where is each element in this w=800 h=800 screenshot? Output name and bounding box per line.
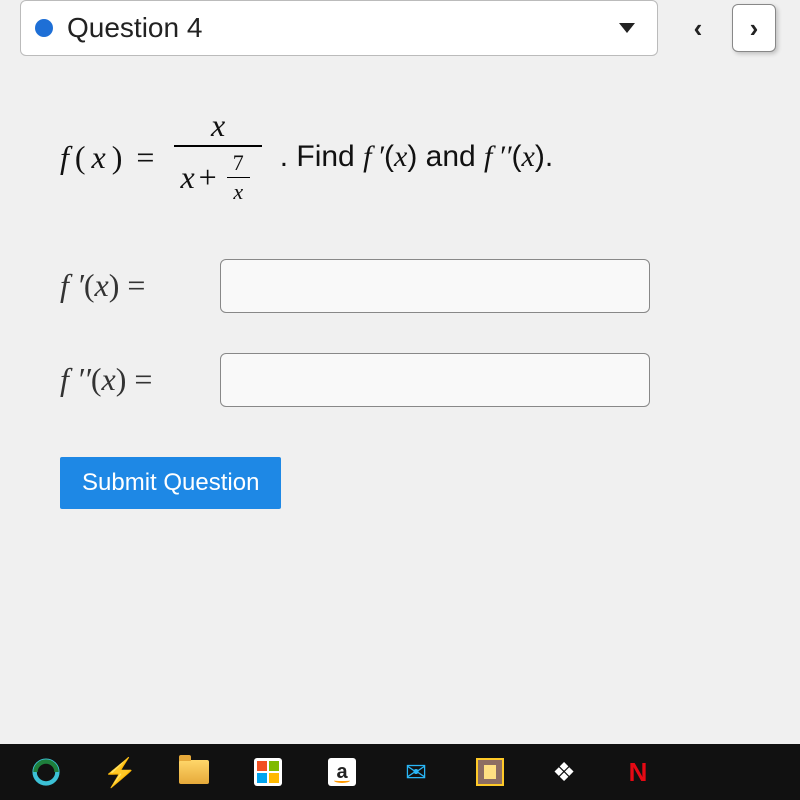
chevron-left-icon: ‹ [694, 13, 703, 44]
bolt-icon[interactable]: ⚡ [104, 756, 136, 788]
netflix-icon[interactable]: N [622, 756, 654, 788]
dropbox-icon[interactable]: ❖ [548, 756, 580, 788]
f-double-prime-row: f ′′(x) = [60, 353, 770, 407]
picture-icon[interactable] [474, 756, 506, 788]
prev-question-button[interactable]: ‹ [676, 4, 720, 52]
edge-icon[interactable] [30, 756, 62, 788]
question-header[interactable]: Question 4 [20, 0, 658, 56]
submit-question-button[interactable]: Submit Question [60, 457, 281, 509]
chevron-down-icon[interactable] [619, 23, 635, 33]
f-prime-input[interactable] [220, 259, 650, 313]
question-nav: ‹ › [676, 4, 776, 52]
mail-icon[interactable]: ✉ [400, 756, 432, 788]
next-question-button[interactable]: › [732, 4, 776, 52]
amazon-icon[interactable]: a [326, 756, 358, 788]
f-prime-row: f ′(x) = [60, 259, 770, 313]
f-double-prime-label: f ′′(x) = [60, 361, 210, 398]
question-title: Question 4 [67, 12, 619, 44]
chevron-right-icon: › [750, 13, 759, 44]
file-explorer-icon[interactable] [178, 756, 210, 788]
f-double-prime-input[interactable] [220, 353, 650, 407]
question-body: f(x) = x x + 7 x [20, 56, 800, 539]
f-symbol: f [60, 139, 69, 176]
question-status-dot [35, 19, 53, 37]
inner-fraction: 7 x [227, 149, 250, 206]
f-prime-label: f ′(x) = [60, 267, 210, 304]
problem-statement: f(x) = x x + 7 x [60, 106, 770, 209]
main-fraction: x x + 7 x [174, 106, 261, 209]
microsoft-store-icon[interactable] [252, 756, 284, 788]
find-text: . Find f ′(x) and f ′′(x). [280, 140, 553, 174]
windows-taskbar[interactable]: ⚡ a ✉ ❖ N [0, 744, 800, 800]
